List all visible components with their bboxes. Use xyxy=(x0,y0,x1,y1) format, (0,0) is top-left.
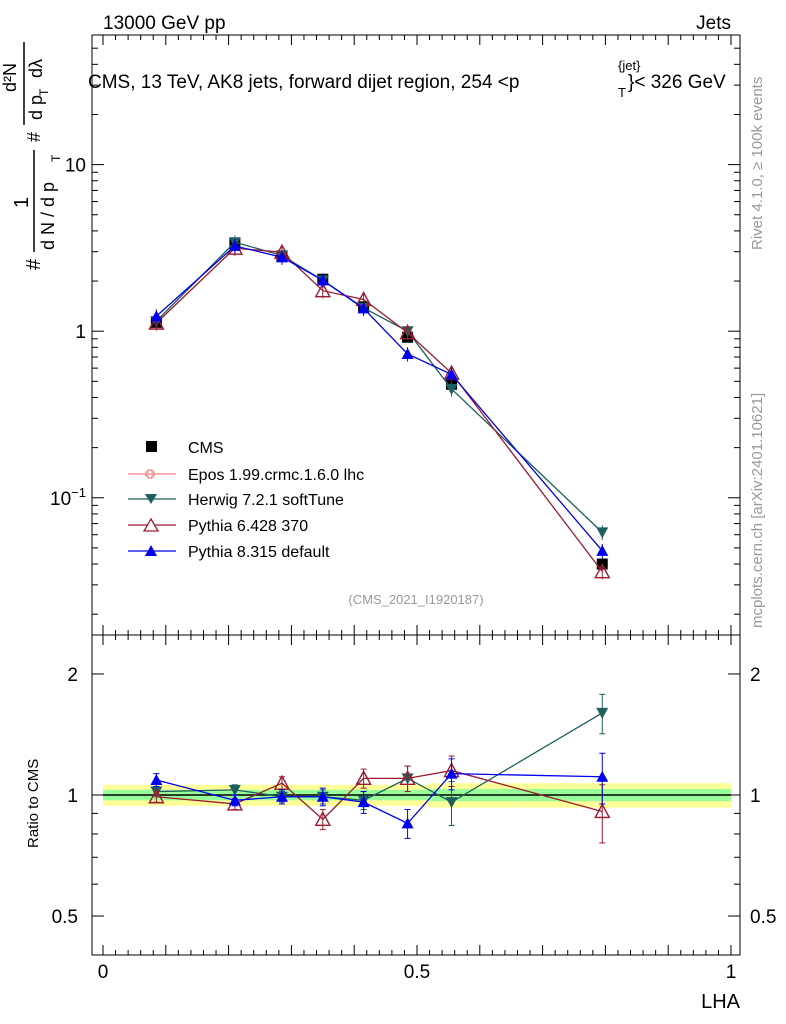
series-line-1 xyxy=(155,241,603,533)
ratio-point-3 xyxy=(445,767,458,779)
series-point-3 xyxy=(150,310,163,322)
series-point-3 xyxy=(596,544,609,556)
analysis-id-label: (CMS_2021_I1920187) xyxy=(348,592,483,607)
ratio-point-2 xyxy=(314,810,331,827)
series-point-2 xyxy=(314,282,331,298)
ylabel-den-sub: T xyxy=(49,154,63,162)
ratio-point-3 xyxy=(596,770,609,782)
series-point-2 xyxy=(399,324,416,340)
main-series xyxy=(148,235,611,580)
y-tick-label: 10 xyxy=(65,156,86,177)
y-tick-label: 1 xyxy=(75,322,86,343)
energy-label: 13000 GeV pp xyxy=(103,13,226,34)
legend-marker-herwig xyxy=(128,494,176,504)
legend-label-epos: Epos 1.99.crmc.1.6.0 lhc xyxy=(188,467,364,484)
legend-label-pythia6: Pythia 6.428 370 xyxy=(188,518,308,535)
axes-ticks: 0 0.5 1 10−1 1 10 0.5 0.5 1 1 2 2 xyxy=(50,34,776,983)
legend-marker-cms xyxy=(146,441,157,452)
ratio-tick-label: 0.5 xyxy=(52,907,78,928)
ylabel-one: 1 xyxy=(11,197,33,208)
ratio-point-2 xyxy=(399,769,416,786)
ratio-point-2 xyxy=(594,802,611,819)
plot-title-sub: T xyxy=(618,85,626,100)
y-axis-label: # 1 d N / d p T # d²N d p T dλ xyxy=(0,42,63,270)
ratio-point-2 xyxy=(355,769,372,786)
ratio-point-3 xyxy=(150,773,163,785)
plot-title-tail: }< 326 GeV xyxy=(628,72,726,93)
ratio-point-2 xyxy=(273,774,291,790)
series-point-3 xyxy=(275,251,288,263)
series-point-3 xyxy=(401,347,414,359)
ylabel-num-bot-sub: T xyxy=(37,88,51,96)
series-point-3 xyxy=(445,368,458,380)
ratio-series xyxy=(148,693,611,844)
legend: CMS Epos 1.99.crmc.1.6.0 lhc Herwig 7.2.… xyxy=(128,440,364,561)
legend-marker-epos xyxy=(128,469,176,479)
ratio-line-3 xyxy=(156,773,603,825)
plot-title-main: CMS, 13 TeV, AK8 jets, forward dijet reg… xyxy=(88,72,519,93)
ylabel-num-top: d²N xyxy=(0,63,20,92)
ratio-point-3 xyxy=(401,817,414,829)
ylabel-prefix: # xyxy=(23,258,45,270)
series-point-1 xyxy=(445,383,458,395)
plot-title: CMS, 13 TeV, AK8 jets, forward dijet reg… xyxy=(88,72,519,93)
ylabel-hash2: # xyxy=(24,132,44,142)
ratio-uncertainty-bands xyxy=(103,783,731,808)
legend-marker-pythia6 xyxy=(128,517,176,532)
y-tick-label: 10−1 xyxy=(50,485,86,510)
ratio-tick-label: 2 xyxy=(67,665,78,686)
x-tick-label: 0.5 xyxy=(404,962,430,983)
series-point-3 xyxy=(357,302,370,314)
ratio-point-1 xyxy=(228,784,241,796)
ylabel-den: d N / d p xyxy=(38,182,58,250)
ratio-point-3 xyxy=(357,796,370,808)
ratio-tick-label: 1 xyxy=(67,786,78,807)
ratio-point-2 xyxy=(148,788,165,804)
series-point-1 xyxy=(596,527,609,539)
series-line-3 xyxy=(155,245,603,552)
x-tick-label: 1 xyxy=(726,962,737,983)
legend-label-pythia8: Pythia 8.315 default xyxy=(188,544,330,561)
ratio-tick-label-right: 2 xyxy=(750,665,761,686)
ylabel-num-bot: d p xyxy=(26,95,46,120)
x-axis-label: LHA xyxy=(701,991,741,1013)
ratio-point-1 xyxy=(445,797,458,809)
ratio-point-1 xyxy=(596,707,609,719)
rivet-label: Rivet 4.1.0, ≥ 100k events xyxy=(749,77,766,250)
ratio-y-axis-label: Ratio to CMS xyxy=(25,759,42,848)
legend-label-herwig: Herwig 7.2.1 softTune xyxy=(188,492,344,509)
ratio-point-3 xyxy=(275,790,288,802)
ratio-tick-label-right: 1 xyxy=(750,786,761,807)
series-point-3 xyxy=(316,274,329,286)
mcplots-label: mcplots.cern.ch [arXiv:2401.10621] xyxy=(749,393,766,628)
ratio-tick-label-right: 0.5 xyxy=(750,907,776,928)
process-label: Jets xyxy=(696,13,731,34)
ylabel-num-bot-tail: dλ xyxy=(26,59,46,78)
ratio-point-3 xyxy=(228,794,241,806)
x-tick-label: 0 xyxy=(98,962,109,983)
ratio-point-3 xyxy=(316,790,329,802)
series-point-2 xyxy=(594,563,611,579)
series-point-2 xyxy=(148,314,165,330)
legend-marker-pythia8 xyxy=(128,545,176,556)
series-point-3 xyxy=(228,239,241,251)
plot-title-sup: {jet} xyxy=(618,58,641,73)
legend-label-cms: CMS xyxy=(188,440,224,457)
